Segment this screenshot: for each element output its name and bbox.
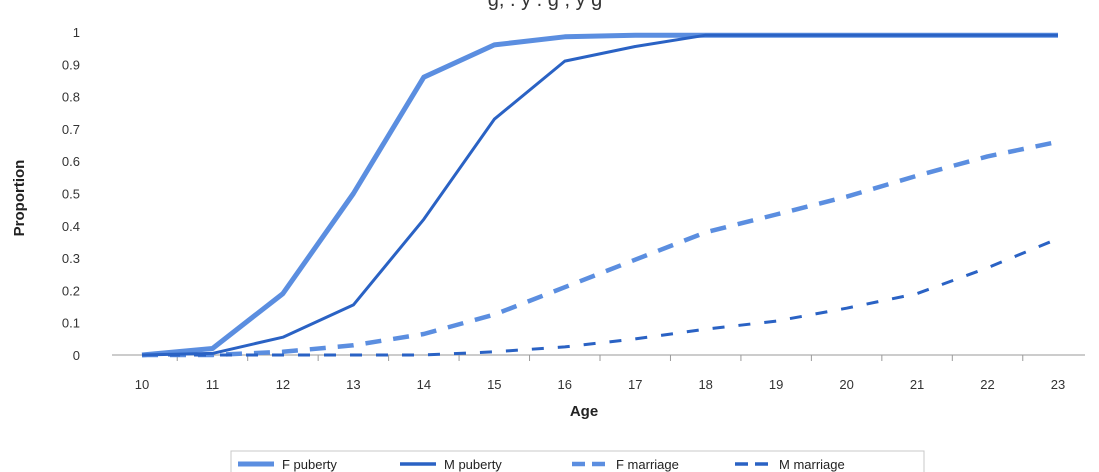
y-tick-label: 0.8 [62, 90, 80, 105]
y-tick-label: 0.3 [62, 251, 80, 266]
legend-label: F marriage [616, 457, 679, 472]
legend-label: M puberty [444, 457, 502, 472]
chart-title-fragment: g, . y . g , y g [488, 0, 603, 11]
x-tick-label: 14 [417, 377, 431, 392]
y-axis-title: Proportion [11, 160, 28, 237]
x-tick-label: 11 [206, 377, 220, 392]
series-line-m-puberty [141, 33, 1058, 357]
x-tick-label: 20 [839, 377, 853, 392]
y-tick-label: 0.2 [62, 283, 80, 298]
legend-label: F puberty [282, 457, 337, 472]
y-tick-label: 1 [73, 25, 80, 40]
x-tick-label: 12 [276, 377, 290, 392]
y-tick-label: 0 [73, 348, 80, 363]
y-tick-label: 0.6 [62, 154, 80, 169]
x-tick-label: 19 [769, 377, 783, 392]
legend-box [230, 450, 925, 472]
x-tick-label: 13 [346, 377, 360, 392]
x-tick-label: 15 [487, 377, 501, 392]
series-layer [141, 32, 1059, 358]
x-tick-label: 17 [628, 377, 642, 392]
series-line-f-puberty [141, 32, 1058, 358]
x-tick-label: 21 [910, 377, 924, 392]
x-tick-label: 18 [698, 377, 712, 392]
y-tick-label: 0.9 [62, 57, 80, 72]
x-axis-title: Age [570, 403, 598, 420]
y-tick-label: 0.5 [62, 187, 80, 202]
legend: F puberty M puberty F marriage M marriage [230, 450, 925, 472]
y-tick-label: 0.4 [62, 219, 80, 234]
x-axis-ticks: 10 11 12 13 14 15 16 17 18 19 20 21 22 23 [135, 377, 1065, 392]
y-axis-ticks: 0 0.1 0.2 0.3 0.4 0.5 0.6 0.7 0.8 0.9 1 [62, 25, 80, 363]
legend-label: M marriage [779, 457, 845, 472]
x-tick-label: 16 [558, 377, 572, 392]
y-tick-label: 0.1 [62, 316, 80, 331]
x-tick-label: 10 [135, 377, 149, 392]
x-tick-label: 23 [1051, 377, 1065, 392]
series-line-f-marriage [142, 139, 1059, 358]
x-tick-label: 22 [980, 377, 994, 392]
y-tick-label: 0.7 [62, 122, 80, 137]
